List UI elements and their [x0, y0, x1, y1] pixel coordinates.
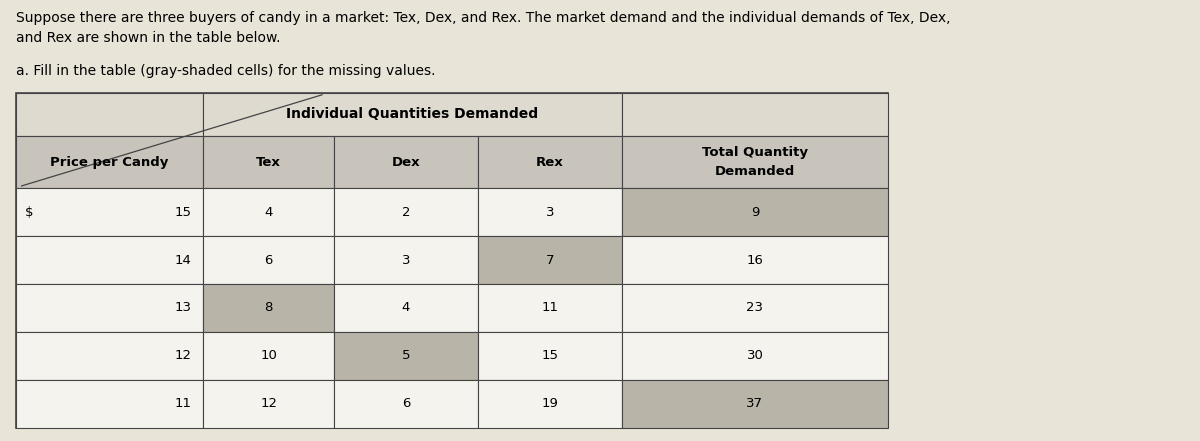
Text: Suppose there are three buyers of candy in a market: Tex, Dex, and Rex. The mark: Suppose there are three buyers of candy … — [16, 11, 950, 25]
Text: 5: 5 — [402, 349, 410, 363]
Text: 19: 19 — [541, 397, 558, 410]
Text: Individual Quantities Demanded: Individual Quantities Demanded — [287, 108, 539, 121]
Text: 16: 16 — [746, 254, 763, 266]
Text: Demanded: Demanded — [715, 165, 796, 178]
Text: 9: 9 — [751, 206, 760, 219]
Text: and Rex are shown in the table below.: and Rex are shown in the table below. — [16, 31, 280, 45]
Text: 3: 3 — [546, 206, 554, 219]
Text: 7: 7 — [546, 254, 554, 266]
Text: 4: 4 — [402, 302, 410, 314]
Text: 10: 10 — [260, 349, 277, 363]
Text: 23: 23 — [746, 302, 763, 314]
Text: 15: 15 — [174, 206, 191, 219]
Text: 8: 8 — [264, 302, 272, 314]
Text: $: $ — [25, 206, 34, 219]
Text: 3: 3 — [402, 254, 410, 266]
Text: 11: 11 — [174, 397, 191, 410]
Text: 12: 12 — [260, 397, 277, 410]
Text: Price per Candy: Price per Candy — [50, 156, 168, 168]
Text: 14: 14 — [174, 254, 191, 266]
Text: 2: 2 — [402, 206, 410, 219]
Text: 12: 12 — [174, 349, 191, 363]
Text: 4: 4 — [264, 206, 272, 219]
Text: 11: 11 — [541, 302, 558, 314]
Text: Dex: Dex — [391, 156, 420, 168]
Text: a. Fill in the table (gray-shaded cells) for the missing values.: a. Fill in the table (gray-shaded cells)… — [16, 64, 436, 78]
Text: 6: 6 — [402, 397, 410, 410]
Text: Tex: Tex — [256, 156, 281, 168]
Text: 13: 13 — [174, 302, 191, 314]
Text: Rex: Rex — [536, 156, 564, 168]
Text: 15: 15 — [541, 349, 558, 363]
Text: 30: 30 — [746, 349, 763, 363]
Text: 6: 6 — [264, 254, 272, 266]
Text: 37: 37 — [746, 397, 763, 410]
Text: Total Quantity: Total Quantity — [702, 146, 808, 159]
